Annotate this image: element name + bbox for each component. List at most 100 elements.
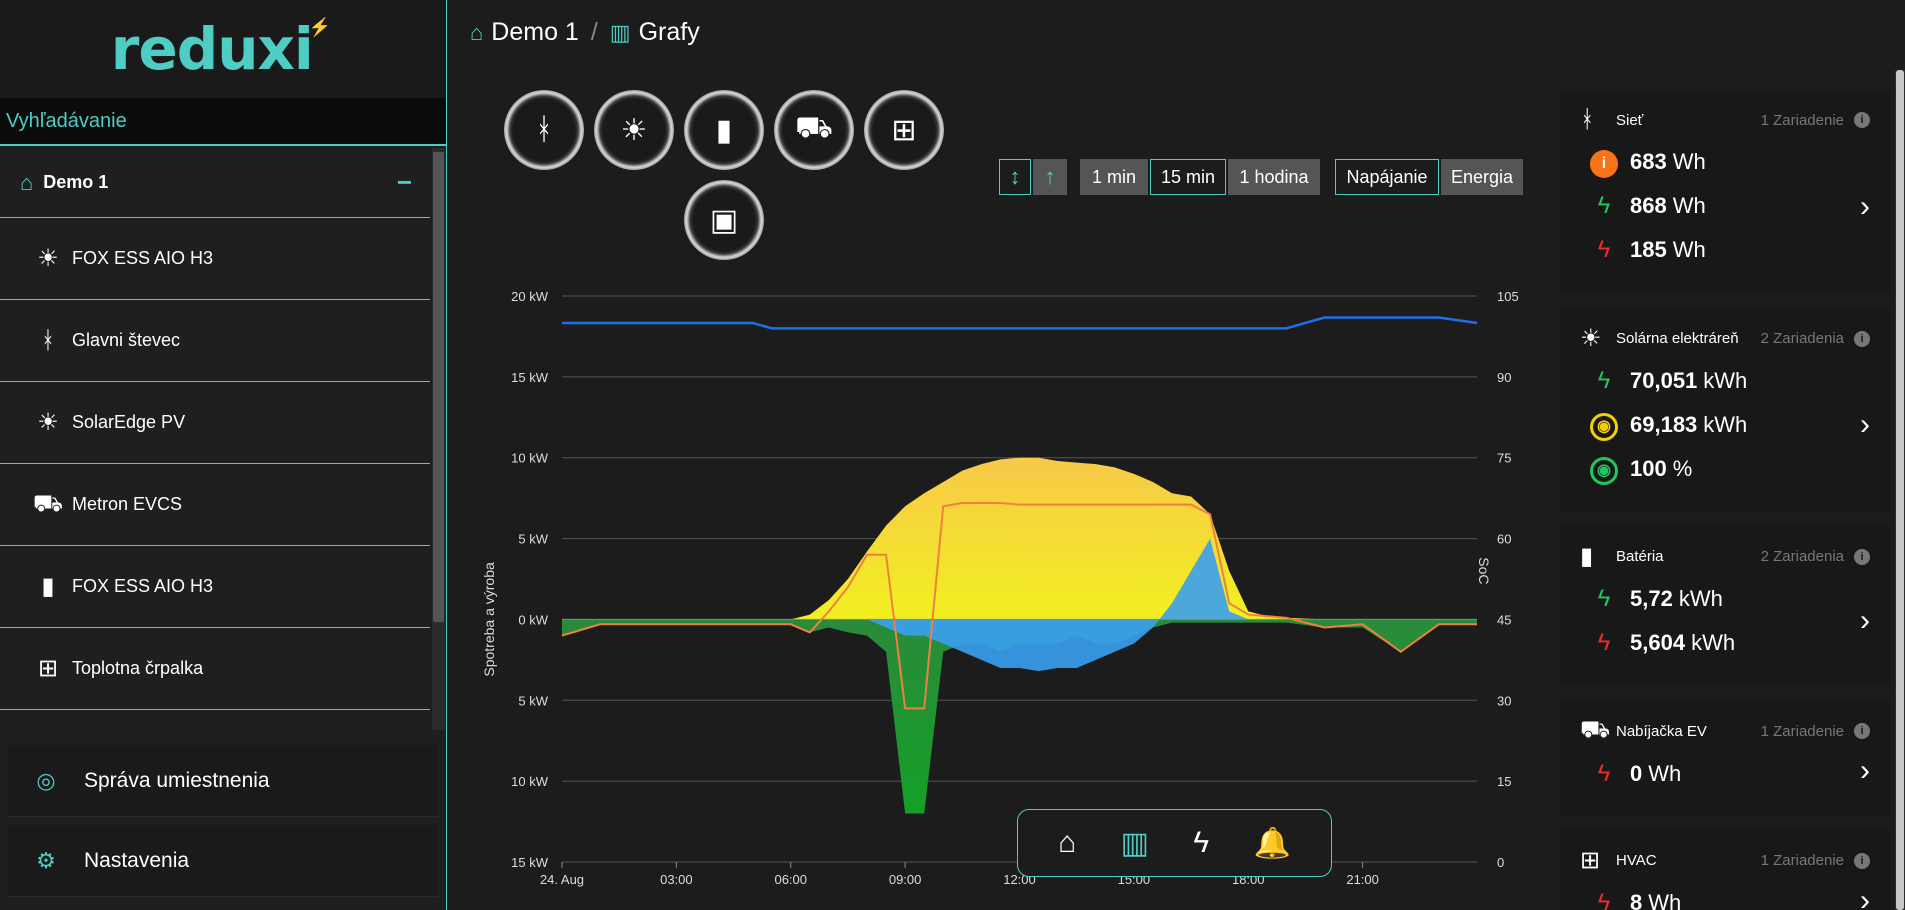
pylon-icon: ᚼ <box>535 113 553 146</box>
chevron-right-icon[interactable]: › <box>1860 884 1870 910</box>
info-icon[interactable]: i <box>1854 852 1870 869</box>
sidebar-scrollbar[interactable] <box>432 148 445 730</box>
grid-device-button[interactable]: ᚼ <box>504 90 584 170</box>
solar-device-button[interactable]: ☀ <box>594 90 674 170</box>
up-arrow-button[interactable]: ↑ <box>1033 159 1067 195</box>
x-tick-label: 03:00 <box>660 872 693 887</box>
sidebar: reduxi ⚡ Vyhľadávanie ⌂ Demo 1 − ☀ FOX E… <box>0 0 447 910</box>
value: 69,183 <box>1630 412 1698 437</box>
bolt-icon: ϟ <box>1597 367 1611 394</box>
y2-tick-label: 30 <box>1497 693 1511 708</box>
battery-icon: ▮ <box>715 113 733 147</box>
page-scrollbar[interactable] <box>1895 70 1905 910</box>
hvac-card[interactable]: ⊞ HVAC 1 Zariadenie i ϟ 8 Wh › <box>1560 830 1890 910</box>
tree-item[interactable]: ☀ FOX ESS AIO H3 <box>0 218 430 300</box>
breadcrumb-grafy: Grafy <box>638 18 700 46</box>
y2-tick-label: 0 <box>1497 855 1504 870</box>
unit: Wh <box>1672 149 1706 174</box>
battery-icon: ▮ <box>41 573 55 600</box>
chart-icon[interactable]: ▥ <box>1120 826 1149 860</box>
tree-item[interactable]: ▮ FOX ESS AIO H3 <box>0 546 430 628</box>
card-title: Solárna elektráreň <box>1616 330 1739 347</box>
chevron-right-icon[interactable]: › <box>1860 604 1870 637</box>
heatpump-icon: ⊞ <box>1580 847 1601 874</box>
pylon-icon: ᚼ <box>40 326 56 354</box>
y2-tick-label: 75 <box>1497 451 1511 466</box>
battery-icon: ▮ <box>1580 543 1594 570</box>
sun-icon: ☀ <box>37 245 59 272</box>
tree-item[interactable]: ⊞ Toplotna črpalka <box>0 628 430 710</box>
y-tick-label: 0 kW <box>518 612 548 627</box>
interval-1hour-button[interactable]: 1 hodina <box>1228 159 1320 195</box>
tree-item[interactable]: ᚼ Glavni števec <box>0 300 430 382</box>
stack-toggle-button[interactable]: ↕ <box>999 159 1031 195</box>
bolt-icon: ϟ <box>1597 192 1611 219</box>
info-icon[interactable]: i <box>1854 112 1870 128</box>
unit: kWh <box>1703 412 1748 437</box>
chevron-right-icon[interactable]: › <box>1860 408 1870 441</box>
car-icon: ⛟ <box>32 489 64 517</box>
unit: Wh <box>1648 890 1682 910</box>
info-icon[interactable]: i <box>1854 723 1870 739</box>
value: 70,051 <box>1630 368 1698 393</box>
card-title: Nabíjačka EV <box>1616 722 1707 740</box>
bolt-icon[interactable]: ϟ <box>1193 826 1210 859</box>
interval-1min-button[interactable]: 1 min <box>1080 159 1148 195</box>
ev-charger-card[interactable]: ⛟ Nabíjačka EV 1 Zariadenie i ϟ 0 Wh › <box>1560 700 1890 816</box>
self-consumption-icon: ◉ <box>1590 410 1618 441</box>
boiler-device-button[interactable]: ▣ <box>684 180 764 260</box>
y-tick-label: 20 kW <box>511 289 549 304</box>
heatpump-icon: ⊞ <box>891 113 917 147</box>
page-scroll-thumb[interactable] <box>1896 70 1904 910</box>
bolt-icon: ϟ <box>1597 760 1611 787</box>
solar-card[interactable]: ☀ Solárna elektráreň 2 Zariadenia i ϟ 70,… <box>1560 308 1890 512</box>
hvac-device-button[interactable]: ⊞ <box>864 90 944 170</box>
logo-bolt-icon: ⚡ <box>308 16 332 37</box>
tree-item-label: FOX ESS AIO H3 <box>72 248 214 268</box>
chevron-right-icon[interactable]: › <box>1860 754 1870 787</box>
device-count: 2 Zariadenia <box>1760 330 1844 347</box>
card-row: ϟ 868 Wh <box>1580 184 1870 228</box>
power-chart[interactable]: 20 kW 105 15 kW 90 10 kW 75 5 kW 60 0 kW 45 5 kW 30… <box>462 75 1557 910</box>
battery-card[interactable]: ▮ Batéria 2 Zariadenia i ϟ 5,72 kWh ϟ 5,604… <box>1560 526 1890 686</box>
device-tree: ⌂ Demo 1 − ☀ FOX ESS AIO H3 ᚼ Glavni šte… <box>0 148 430 730</box>
location-management-button[interactable]: ◎ Správa umiestnenia <box>8 745 438 817</box>
card-title: HVAC <box>1616 852 1657 869</box>
value: 8 <box>1630 890 1643 910</box>
car-icon: ⛟ <box>795 111 833 144</box>
info-icon[interactable]: i <box>1854 548 1870 565</box>
breadcrumb-demo1[interactable]: Demo 1 <box>491 18 579 46</box>
bolt-icon: ϟ <box>1597 236 1611 263</box>
sun-icon: ☀ <box>37 409 59 436</box>
ev-device-button[interactable]: ⛟ <box>774 90 854 170</box>
y-axis-label: Spotreba a výroba <box>481 562 497 677</box>
sidebar-scroll-thumb[interactable] <box>433 152 444 622</box>
info-icon[interactable]: i <box>1854 330 1870 347</box>
tree-item[interactable]: ☀ SolarEdge PV <box>0 382 430 464</box>
home-icon[interactable]: ⌂ <box>1058 826 1077 859</box>
logo[interactable]: reduxi ⚡ <box>0 0 446 98</box>
mode-power-button[interactable]: Napájanie <box>1335 159 1439 195</box>
bolt-icon: ϟ <box>1597 889 1611 910</box>
battery-device-button[interactable]: ▮ <box>684 90 764 170</box>
tree-item-label: Glavni števec <box>72 330 181 350</box>
value: 0 <box>1630 761 1643 786</box>
unit: kWh <box>1703 368 1748 393</box>
card-row: ◉ 100% <box>1580 447 1870 491</box>
mode-energy-button[interactable]: Energia <box>1441 159 1523 195</box>
chevron-right-icon[interactable]: › <box>1860 190 1870 223</box>
tree-root-demo1[interactable]: ⌂ Demo 1 − <box>0 148 430 218</box>
bottom-nav: ◎ Správa umiestnenia ⚙ Nastavenia <box>0 745 446 905</box>
grid-card[interactable]: ᚼ Sieť 1 Zariadenie i i 683 Wh ϟ 868 Wh ϟ 185… <box>1560 90 1890 294</box>
interval-15min-button[interactable]: 15 min <box>1150 159 1226 195</box>
tree-item-label: Toplotna črpalka <box>72 658 204 678</box>
unit: % <box>1672 456 1693 481</box>
search-field[interactable]: Vyhľadávanie <box>0 98 446 146</box>
value: 5,604 <box>1630 630 1686 655</box>
collapse-icon[interactable]: − <box>396 167 412 197</box>
bell-icon[interactable]: 🔔 <box>1253 826 1291 860</box>
card-row: ϟ 185 Wh <box>1580 228 1870 272</box>
settings-button[interactable]: ⚙ Nastavenia <box>8 825 438 897</box>
x-tick-label: 21:00 <box>1346 872 1379 887</box>
tree-item[interactable]: ⛟ Metron EVCS <box>0 464 430 546</box>
